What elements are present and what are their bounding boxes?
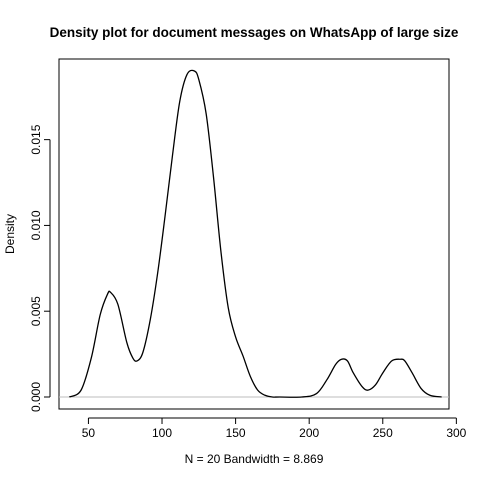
x-tick-label: 100 <box>152 426 172 440</box>
x-tick-label: 150 <box>226 426 246 440</box>
density-curve <box>68 69 442 398</box>
x-tick-label: 200 <box>299 426 319 440</box>
x-tick-label: 250 <box>373 426 393 440</box>
y-tick-label: 0.015 <box>29 124 43 154</box>
y-tick-label: 0.010 <box>29 210 43 240</box>
y-tick-label: 0.005 <box>29 296 43 326</box>
x-axis-label: N = 20 Bandwidth = 8.869 <box>185 452 324 466</box>
y-axis: 0.000 0.005 0.010 0.015 <box>29 124 51 412</box>
y-tick-label: 0.000 <box>29 382 43 412</box>
x-tick-label: 50 <box>82 426 96 440</box>
y-axis-label: Density <box>3 214 17 254</box>
x-axis: 50 100 150 200 250 300 <box>82 417 467 440</box>
chart-title: Density plot for document messages on Wh… <box>50 25 459 40</box>
x-tick-label: 300 <box>446 426 466 440</box>
plot-frame <box>58 58 450 410</box>
